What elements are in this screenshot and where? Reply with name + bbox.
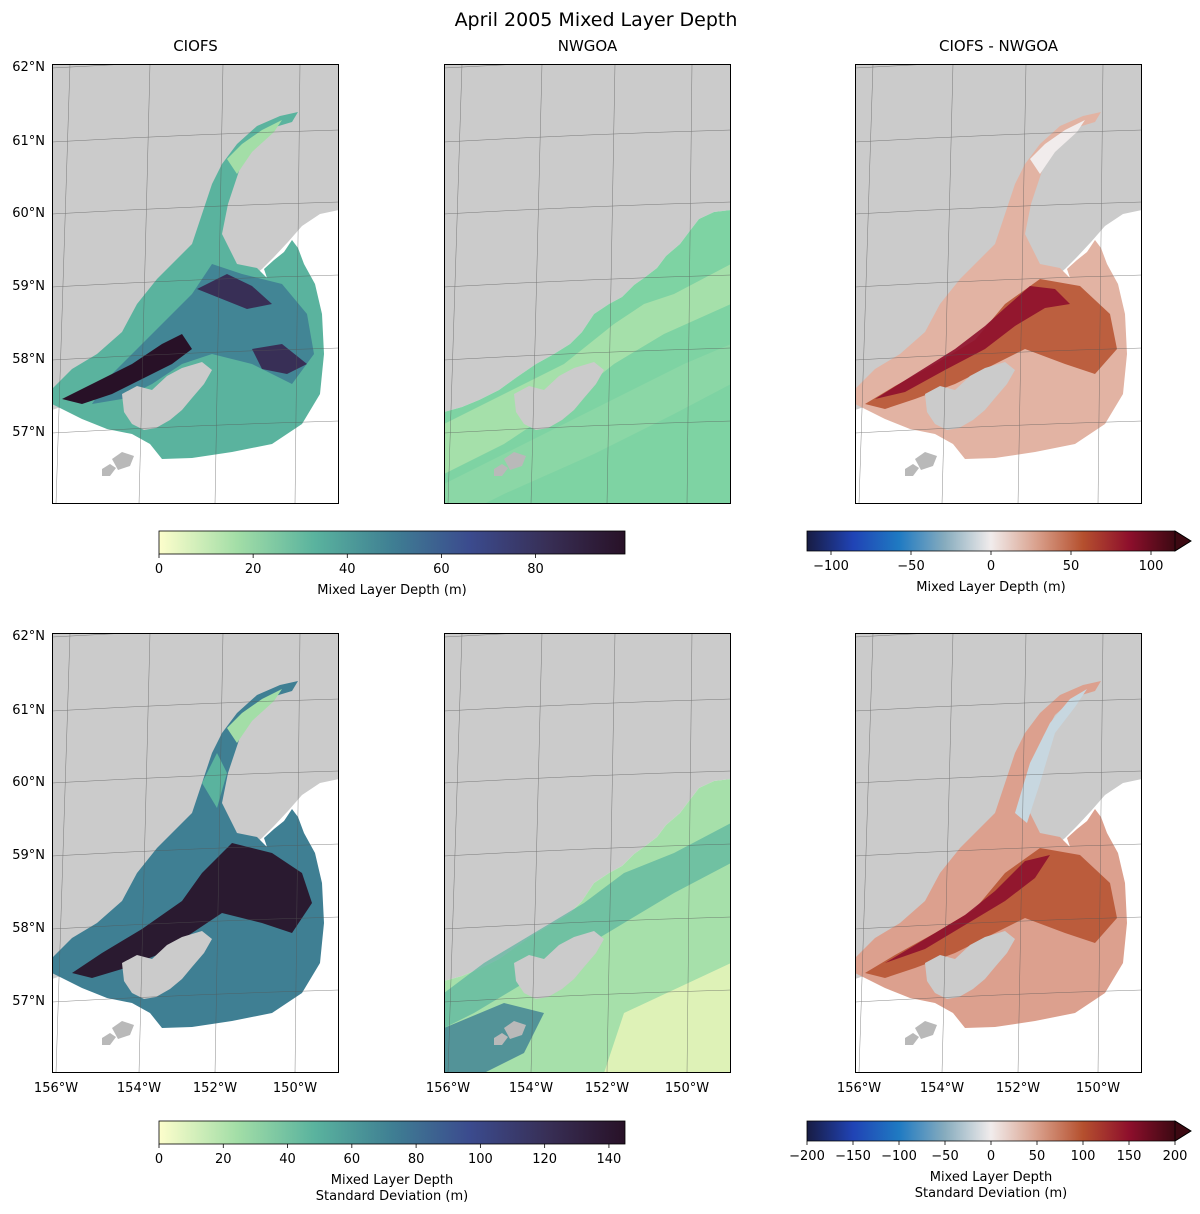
land-mask bbox=[444, 64, 731, 412]
lat-tick-label: 60°N bbox=[12, 775, 45, 790]
colorbar-tick-label: −150 bbox=[835, 1149, 871, 1164]
map-panel-bottom-left: 62°N 61°N 60°N 59°N 58°N 57°N 156°W 154°W 152°W 1… bbox=[12, 629, 339, 1096]
graticule bbox=[855, 64, 1142, 504]
colorbar-tick-label: 0 bbox=[155, 562, 163, 577]
colorbar-tick-label: 50 bbox=[1063, 559, 1080, 574]
map-panel-top-left: CIOFS 62°N 61°N 60°N 59°N 58°N 57°N bbox=[12, 37, 339, 504]
colorbar-tick-label: 20 bbox=[245, 562, 262, 577]
map-panel-bottom-middle: 156°W 154°W 152°W 150°W bbox=[426, 633, 731, 1096]
colorbar-bottom-left: 0 20 40 60 80 100 120 140 Mixed Layer DepthStand… bbox=[155, 1120, 626, 1204]
lat-tick-label: 61°N bbox=[12, 134, 45, 149]
colorbar-label: Mixed Layer Depth (m) bbox=[317, 583, 466, 598]
lat-tick-label: 61°N bbox=[12, 703, 45, 718]
panel-frame bbox=[855, 633, 1142, 1073]
colorbar-tick-label: 20 bbox=[215, 1152, 232, 1167]
figure-title: April 2005 Mixed Layer Depth bbox=[455, 9, 738, 31]
land-mask bbox=[444, 633, 731, 981]
graticule bbox=[52, 64, 339, 504]
lon-tick-label: 156°W bbox=[426, 1081, 470, 1096]
graticule bbox=[52, 633, 339, 1073]
colorbar-label: Mixed Layer Depth bbox=[930, 1170, 1052, 1185]
lon-tick-label: 150°W bbox=[665, 1081, 709, 1096]
graticule bbox=[444, 64, 731, 504]
panel-title: CIOFS bbox=[173, 37, 218, 55]
colorbar-tick-label: 200 bbox=[1163, 1149, 1188, 1164]
colorbar-bottom-right: −200 −150 −100 −50 0 50 100 150 200 Mixed Layer D… bbox=[789, 1120, 1192, 1201]
lat-tick-label: 58°N bbox=[12, 921, 45, 936]
lon-tick-label: 152°W bbox=[996, 1081, 1040, 1096]
panel-frame bbox=[444, 633, 731, 1073]
colorbar-tick-label: 60 bbox=[344, 1152, 361, 1167]
colorbar-tick-label: 50 bbox=[1029, 1149, 1046, 1164]
colorbar-tick-label: 40 bbox=[339, 562, 356, 577]
map-panel-top-right: CIOFS - NWGOA bbox=[855, 37, 1142, 504]
kodiak-island bbox=[122, 931, 212, 999]
map-panel-top-middle: NWGOA bbox=[444, 37, 731, 504]
kodiak-island bbox=[925, 362, 1015, 430]
colorbar-label: Standard Deviation (m) bbox=[316, 1189, 468, 1204]
lat-tick-label: 57°N bbox=[12, 425, 45, 440]
colorbar-tick-label: 0 bbox=[987, 1149, 995, 1164]
colorbar-tick-label: −50 bbox=[897, 559, 924, 574]
lat-tick-label: 62°N bbox=[12, 60, 45, 75]
colorbar-extend-arrow bbox=[1174, 530, 1192, 552]
lon-tick-label: 154°W bbox=[509, 1081, 553, 1096]
colorbar-tick-label: 100 bbox=[1139, 559, 1164, 574]
lon-tick-label: 150°W bbox=[273, 1081, 317, 1096]
kodiak-island bbox=[925, 931, 1015, 999]
lon-tick-label: 150°W bbox=[1076, 1081, 1120, 1096]
colorbar-tick-label: 80 bbox=[408, 1152, 425, 1167]
lon-tick-label: 154°W bbox=[920, 1081, 964, 1096]
colorbar-tick-label: 0 bbox=[155, 1152, 163, 1167]
colorbar-top-left: 0 20 40 60 80 Mixed Layer Depth (m) bbox=[155, 530, 626, 598]
colorbar-extend-arrow bbox=[1174, 1120, 1192, 1142]
graticule bbox=[855, 633, 1142, 1073]
panel-title: CIOFS - NWGOA bbox=[939, 37, 1059, 55]
colorbar-tick-label: −50 bbox=[931, 1149, 958, 1164]
panel-frame bbox=[444, 64, 731, 504]
colorbar-tick-label: 80 bbox=[527, 562, 544, 577]
colorbar-label: Mixed Layer Depth (m) bbox=[916, 580, 1065, 595]
panel-frame bbox=[855, 64, 1142, 504]
lon-tick-label: 154°W bbox=[117, 1081, 161, 1096]
panel-frame bbox=[52, 633, 339, 1073]
kodiak-island bbox=[514, 362, 604, 430]
colorbar-tick-label: 0 bbox=[987, 559, 995, 574]
lat-tick-label: 59°N bbox=[12, 848, 45, 863]
colorbar-tick-label: −200 bbox=[789, 1149, 825, 1164]
colorbar-tick-label: 100 bbox=[468, 1152, 493, 1167]
colorbar-tick-label: −100 bbox=[881, 1149, 917, 1164]
colorbar-tick-label: 150 bbox=[1117, 1149, 1142, 1164]
kodiak-island bbox=[122, 362, 212, 430]
lon-tick-label: 152°W bbox=[193, 1081, 237, 1096]
lat-tick-label: 62°N bbox=[12, 629, 45, 644]
colorbar-top-right: −100 −50 0 50 100 Mixed Layer Depth (m) bbox=[806, 530, 1192, 595]
lat-tick-label: 60°N bbox=[12, 206, 45, 221]
lon-tick-label: 156°W bbox=[34, 1081, 78, 1096]
colorbar-tick-label: 140 bbox=[597, 1152, 622, 1167]
panel-title: NWGOA bbox=[558, 37, 618, 55]
lat-tick-label: 58°N bbox=[12, 352, 45, 367]
graticule bbox=[444, 633, 731, 1073]
colorbar-tick-label: 40 bbox=[279, 1152, 296, 1167]
colorbar-tick-label: 60 bbox=[433, 562, 450, 577]
colorbar-tick-label: −100 bbox=[813, 559, 849, 574]
panel-frame bbox=[52, 64, 339, 504]
colorbar-tick-label: 100 bbox=[1071, 1149, 1096, 1164]
lon-tick-label: 152°W bbox=[585, 1081, 629, 1096]
colorbar-tick-label: 120 bbox=[532, 1152, 557, 1167]
lat-tick-label: 57°N bbox=[12, 994, 45, 1009]
colorbar-label: Mixed Layer Depth bbox=[331, 1173, 453, 1188]
kodiak-island bbox=[514, 931, 604, 999]
lon-tick-label: 156°W bbox=[837, 1081, 881, 1096]
lat-tick-label: 59°N bbox=[12, 279, 45, 294]
map-panel-bottom-right: 156°W 154°W 152°W 150°W bbox=[837, 633, 1142, 1096]
colorbar-label: Standard Deviation (m) bbox=[915, 1186, 1067, 1201]
